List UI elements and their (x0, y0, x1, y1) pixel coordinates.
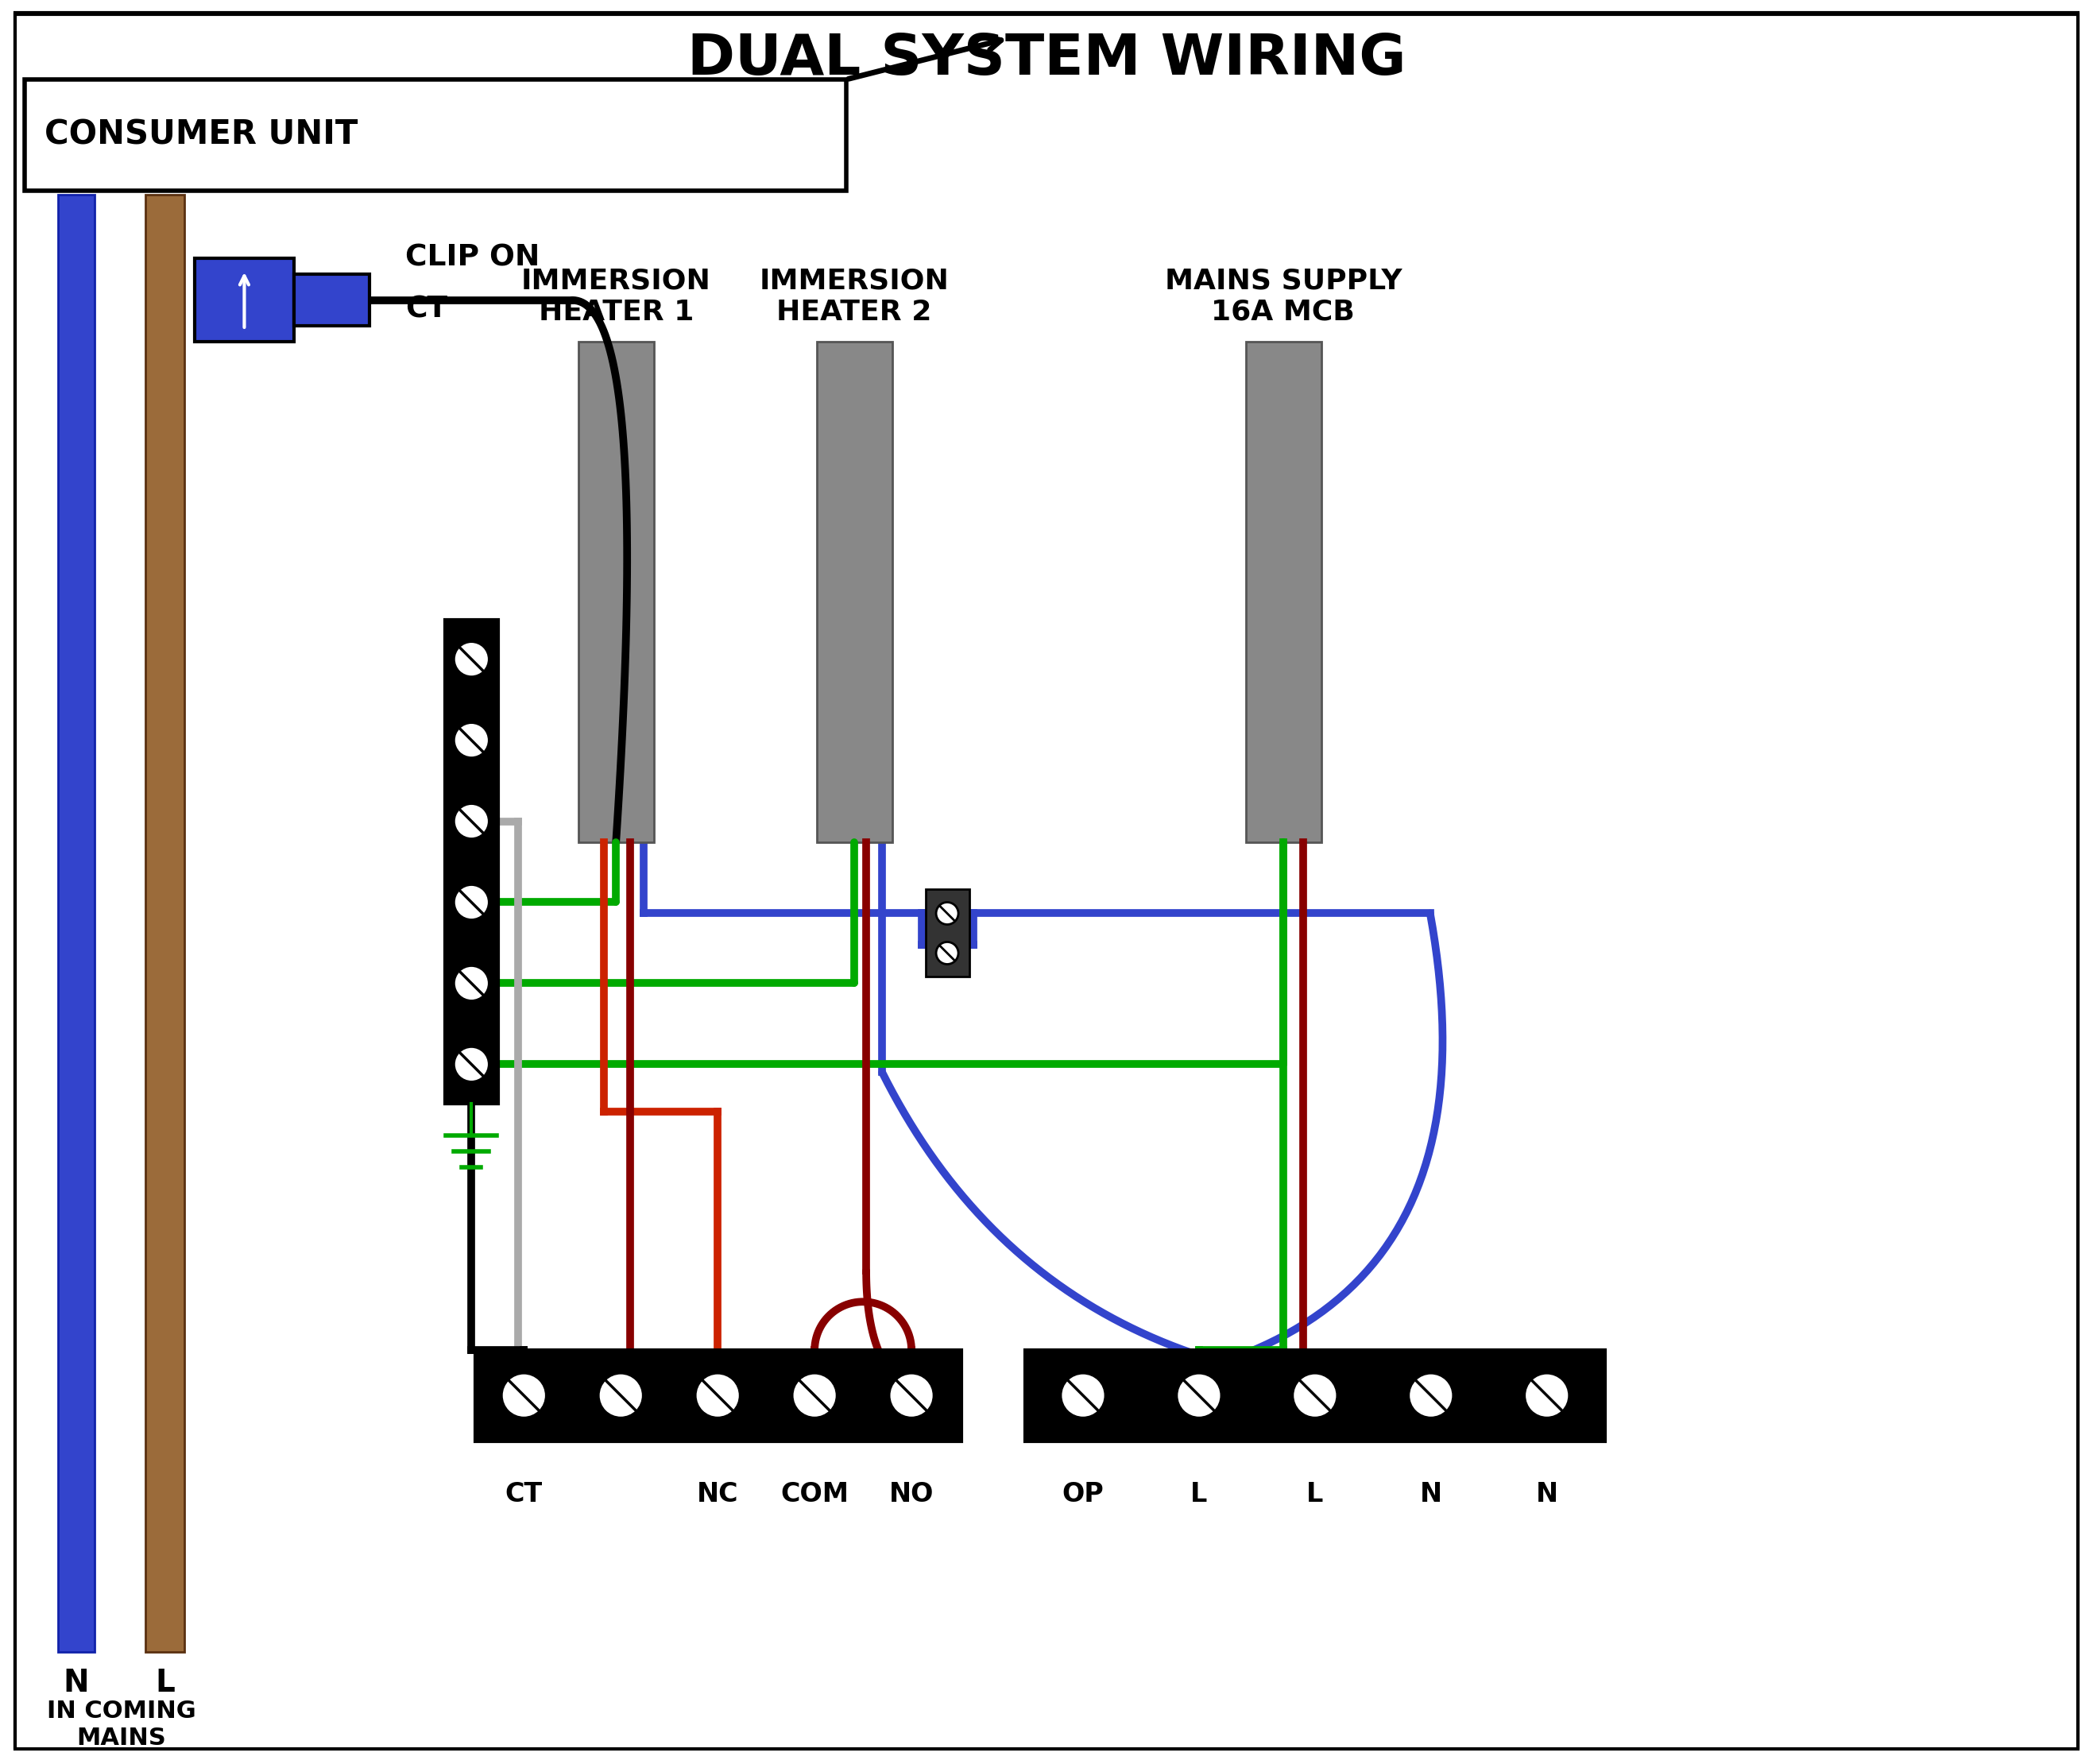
Text: OP: OP (1061, 1482, 1103, 1508)
Circle shape (502, 1372, 546, 1418)
Bar (25, 79, 846, 191)
Circle shape (1409, 1372, 1453, 1418)
Text: N: N (63, 1669, 88, 1699)
Circle shape (454, 1046, 490, 1081)
Text: L: L (1306, 1482, 1323, 1508)
Bar (578, 342, 655, 841)
Text: MAINS SUPPLY
16A MCB: MAINS SUPPLY 16A MCB (1164, 268, 1402, 326)
Text: IN COMING
MAINS: IN COMING MAINS (46, 1700, 197, 1750)
Circle shape (936, 942, 959, 965)
Bar (1245, 342, 1321, 841)
Text: NO: NO (890, 1482, 933, 1508)
Text: N: N (1536, 1482, 1557, 1508)
Bar (475, 1349, 961, 1441)
Text: N: N (1419, 1482, 1442, 1508)
Bar (295, 273, 370, 326)
Text: COM: COM (781, 1482, 850, 1508)
Text: CONSUMER UNIT: CONSUMER UNIT (44, 118, 358, 152)
Bar (59, 194, 94, 1653)
Circle shape (695, 1372, 741, 1418)
Bar (925, 889, 969, 977)
Circle shape (890, 1372, 933, 1418)
Bar (816, 342, 892, 841)
Bar (144, 194, 184, 1653)
Circle shape (599, 1372, 643, 1418)
Bar (195, 258, 295, 342)
Text: CT: CT (406, 295, 448, 325)
Circle shape (1293, 1372, 1337, 1418)
Circle shape (793, 1372, 837, 1418)
Circle shape (1061, 1372, 1105, 1418)
Circle shape (454, 642, 490, 677)
Text: L: L (1191, 1482, 1208, 1508)
Text: DUAL SYSTEM WIRING: DUAL SYSTEM WIRING (687, 32, 1406, 86)
Circle shape (936, 901, 959, 924)
FancyBboxPatch shape (15, 12, 2078, 1748)
Bar (1026, 1349, 1605, 1441)
Circle shape (454, 804, 490, 838)
Text: NC: NC (697, 1482, 739, 1508)
Circle shape (454, 723, 490, 759)
Text: L: L (155, 1669, 174, 1699)
Text: IMMERSION
HEATER 2: IMMERSION HEATER 2 (760, 268, 950, 326)
Circle shape (454, 967, 490, 1000)
Circle shape (454, 886, 490, 919)
Text: IMMERSION
HEATER 1: IMMERSION HEATER 1 (521, 268, 712, 326)
Text: CLIP ON: CLIP ON (406, 243, 540, 272)
Bar (446, 619, 498, 1104)
Text: CT: CT (504, 1482, 542, 1508)
Circle shape (1176, 1372, 1220, 1418)
Circle shape (1524, 1372, 1570, 1418)
